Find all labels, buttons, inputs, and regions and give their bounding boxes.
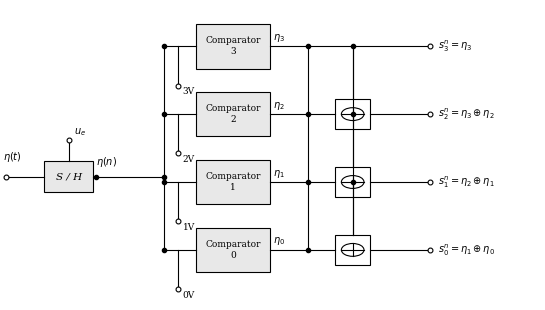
Text: $s_0^n = \eta_1 \oplus \eta_0$: $s_0^n = \eta_1 \oplus \eta_0$	[438, 242, 495, 258]
Bar	[335, 167, 371, 197]
Text: $\eta_1$: $\eta_1$	[273, 167, 285, 179]
Bar	[196, 92, 270, 136]
Text: $u_e$: $u_e$	[74, 126, 86, 138]
Text: $\eta(n)$: $\eta(n)$	[96, 155, 117, 169]
Bar	[196, 24, 270, 69]
Text: 1V: 1V	[183, 223, 195, 232]
Text: Comparator
3: Comparator 3	[205, 36, 261, 56]
Bar	[44, 161, 93, 192]
Text: $\eta(t)$: $\eta(t)$	[3, 150, 22, 164]
Bar	[196, 160, 270, 204]
Text: $\eta_2$: $\eta_2$	[273, 100, 285, 112]
Bar	[335, 235, 371, 264]
Text: Comparator
0: Comparator 0	[205, 240, 261, 260]
Text: $s_1^n = \eta_2 \oplus \eta_1$: $s_1^n = \eta_2 \oplus \eta_1$	[438, 174, 495, 190]
Text: Comparator
2: Comparator 2	[205, 104, 261, 124]
Bar	[335, 100, 371, 129]
Text: Comparator
1: Comparator 1	[205, 172, 261, 192]
Text: $\eta_3$: $\eta_3$	[273, 32, 285, 44]
Text: 0V: 0V	[183, 291, 195, 300]
Text: $s_3^n = \eta_3$: $s_3^n = \eta_3$	[438, 38, 473, 54]
Text: 2V: 2V	[183, 155, 195, 164]
Text: $\eta_0$: $\eta_0$	[273, 235, 285, 247]
Text: 3V: 3V	[183, 87, 195, 96]
Bar	[196, 228, 270, 272]
Text: $s_2^n = \eta_3 \oplus \eta_2$: $s_2^n = \eta_3 \oplus \eta_2$	[438, 106, 495, 122]
Text: S / H: S / H	[56, 172, 82, 181]
